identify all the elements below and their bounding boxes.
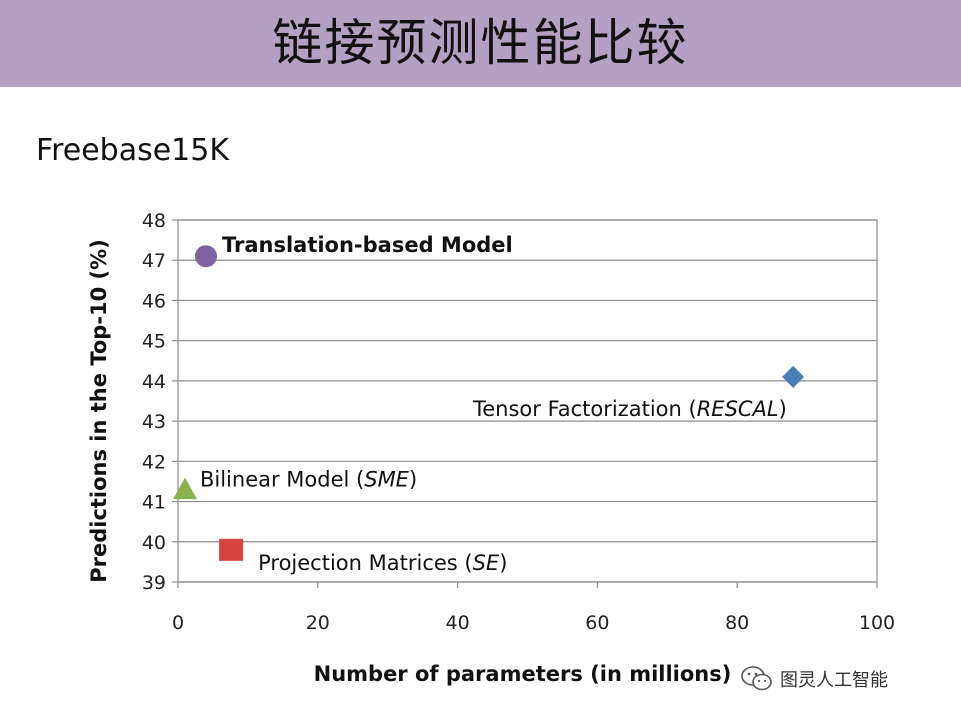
y-tick-label: 45: [142, 331, 166, 353]
slide-subtitle: Freebase15K: [36, 133, 230, 168]
wechat-icon: [741, 666, 772, 691]
x-tick-label: 100: [859, 612, 895, 634]
data-point-circle: [194, 245, 217, 268]
data-point-triangle: [172, 477, 197, 500]
title-bar: [0, 0, 961, 87]
data-labels: Translation-based Model Tensor Factorizat…: [200, 233, 787, 575]
data-point-square: [219, 538, 244, 561]
watermark: 图灵人工智能: [740, 664, 888, 694]
data-label: Projection Matrices (SE): [258, 551, 507, 575]
y-tick-label: 41: [142, 492, 166, 514]
plot-frame: [177, 219, 878, 583]
y-tick-label: 47: [142, 250, 166, 272]
x-tick-label: 60: [585, 612, 609, 634]
y-tick-label: 48: [142, 210, 166, 232]
y-tick-label: 40: [142, 532, 166, 554]
y-tick-label: 43: [142, 411, 166, 433]
watermark-text: 图灵人工智能: [780, 670, 888, 691]
slide-title: 链接预测性能比较: [272, 14, 689, 72]
data-point-diamond: [782, 365, 805, 388]
x-tick-label: 40: [446, 612, 470, 634]
y-tick-label: 39: [142, 572, 166, 594]
y-tick-label: 46: [142, 290, 166, 312]
data-points: [172, 245, 805, 561]
x-axis-label: Number of parameters (in millions): [314, 662, 732, 686]
x-tick-label: 0: [172, 612, 184, 634]
x-tick-label: 20: [306, 612, 330, 634]
data-label: Translation-based Model: [222, 233, 513, 257]
data-label: Tensor Factorization (RESCAL): [472, 397, 787, 421]
x-tick-label: 80: [725, 612, 749, 634]
y-axis-label: Predictions in the Top-10 (%): [87, 239, 111, 583]
tick-labels: 39 40 41 42 43 44 45 46 47 48 0 20 40 60 80 100: [142, 210, 895, 634]
y-tick-label: 44: [142, 371, 166, 393]
y-tick-label: 42: [142, 451, 166, 473]
data-label: Bilinear Model (SME): [200, 467, 417, 491]
